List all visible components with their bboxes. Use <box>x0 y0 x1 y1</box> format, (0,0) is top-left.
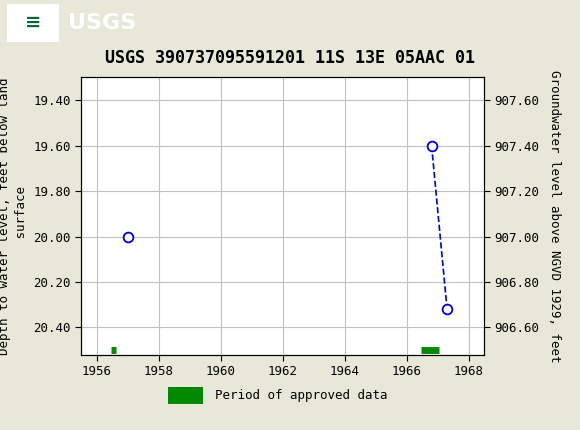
Y-axis label: Depth to water level, feet below land
 surface: Depth to water level, feet below land su… <box>0 77 28 355</box>
Text: USGS: USGS <box>68 12 136 33</box>
Y-axis label: Groundwater level above NGVD 1929, feet: Groundwater level above NGVD 1929, feet <box>548 70 561 362</box>
Text: ≡: ≡ <box>25 13 41 32</box>
Text: USGS 390737095591201 11S 13E 05AAC 01: USGS 390737095591201 11S 13E 05AAC 01 <box>105 49 475 68</box>
Bar <box>168 387 203 404</box>
Bar <box>7 3 59 42</box>
Text: Period of approved data: Period of approved data <box>215 389 387 402</box>
